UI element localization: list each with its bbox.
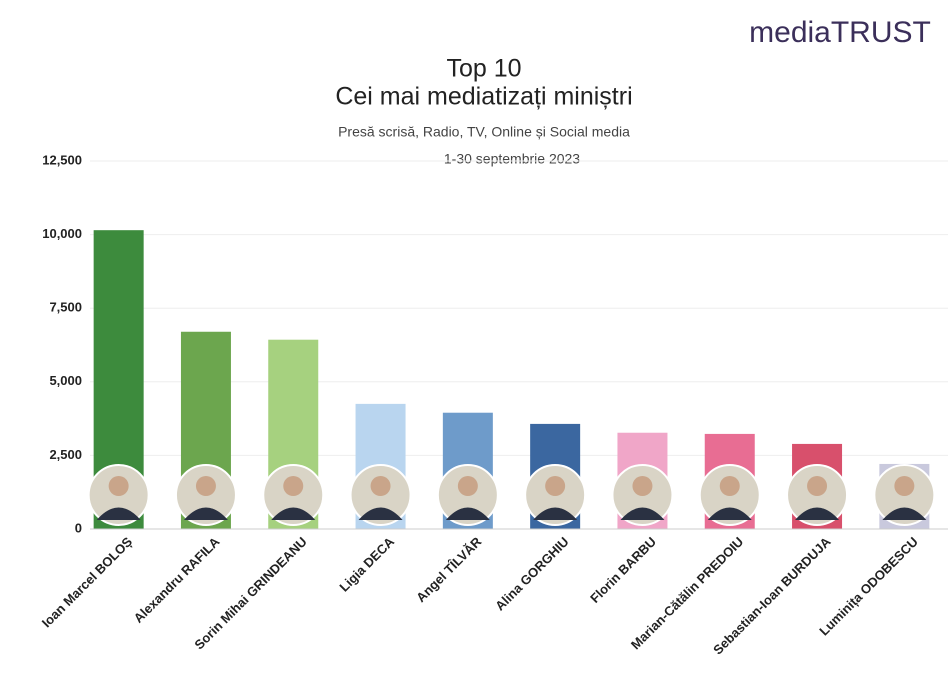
chart-subtitle: Presă scrisă, Radio, TV, Online și Socia…	[338, 124, 630, 140]
portrait-body	[707, 507, 752, 520]
portrait-body	[183, 507, 228, 520]
portrait-head	[283, 476, 304, 496]
x-tick-label: Ligia DECA	[336, 534, 397, 595]
y-tick-label: 12,500	[42, 152, 82, 167]
y-tick-label: 0	[75, 520, 82, 535]
y-tick-label: 2,500	[49, 447, 82, 462]
x-tick-label: Luminița ODOBESCU	[816, 534, 921, 639]
portrait-head	[894, 476, 915, 496]
x-tick-label: Florin BARBU	[587, 534, 659, 606]
portrait-head	[195, 476, 216, 496]
logo: mediaTRUST	[749, 16, 931, 49]
portrait-head	[457, 476, 478, 496]
x-tick-label: Alina GORGHIU	[492, 534, 572, 614]
portrait-head	[370, 476, 391, 496]
x-tick-label: Alexandru RAFILA	[131, 534, 223, 626]
portrait-head	[807, 476, 828, 496]
portrait-body	[445, 507, 490, 520]
portrait-body	[533, 507, 578, 520]
chart-title: Cei mai mediatizați miniștri	[335, 83, 632, 111]
portrait-body	[620, 507, 665, 520]
chart-subtitle: 1-30 septembrie 2023	[444, 151, 580, 167]
portrait-head	[632, 476, 653, 496]
x-tick-label: Angel TÎLVĂR	[413, 534, 485, 606]
y-tick-label: 10,000	[42, 226, 82, 241]
y-tick-label: 5,000	[49, 373, 82, 388]
y-tick-label: 7,500	[49, 300, 82, 315]
portrait-body	[795, 507, 840, 520]
portrait-body	[882, 507, 927, 520]
chart-title: Top 10	[446, 55, 521, 83]
portrait-head	[719, 476, 740, 496]
portrait-head	[108, 476, 129, 496]
x-tick-label: Ioan Marcel BOLOȘ	[39, 534, 136, 631]
portrait-head	[545, 476, 566, 496]
portrait-body	[358, 507, 403, 520]
portrait-body	[271, 507, 316, 520]
portrait-body	[96, 507, 141, 520]
